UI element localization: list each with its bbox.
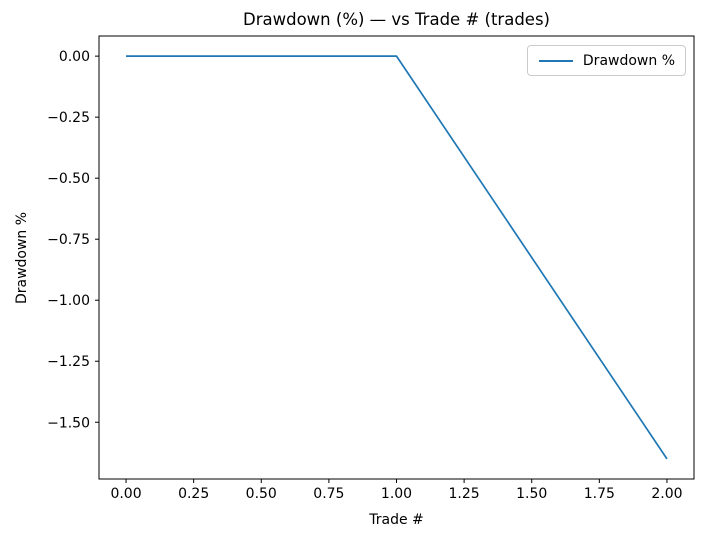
x-tick-label: 0.00: [110, 486, 141, 502]
y-axis-label: Drawdown %: [14, 211, 30, 305]
legend-line-sample-icon: [538, 59, 573, 62]
x-tick-label: 0.25: [178, 486, 209, 502]
y-tick-label: −1.00: [47, 293, 90, 309]
axes-frame: [98, 35, 695, 480]
chart-title: Drawdown (%) — vs Trade # (trades): [243, 10, 550, 29]
y-tick-label: 0.00: [59, 49, 90, 65]
y-tick-label: −0.50: [47, 171, 90, 187]
series-line: [126, 55, 668, 460]
x-tick-label: 1.75: [584, 486, 615, 502]
y-tick-label: −1.25: [47, 354, 90, 370]
x-tick-label: 2.00: [651, 486, 682, 502]
y-tick-label: −0.25: [47, 110, 90, 126]
x-axis-label: Trade #: [369, 512, 424, 528]
x-tick-label: 1.50: [516, 486, 547, 502]
x-tick-label: 1.25: [449, 486, 480, 502]
x-tick-label: 1.00: [381, 486, 412, 502]
legend: Drawdown %: [526, 45, 686, 76]
y-tick-label: −1.50: [47, 415, 90, 431]
x-tick-label: 0.50: [246, 486, 277, 502]
y-tick-label: −0.75: [47, 232, 90, 248]
legend-label: Drawdown %: [582, 52, 675, 69]
x-tick-label: 0.75: [313, 486, 344, 502]
